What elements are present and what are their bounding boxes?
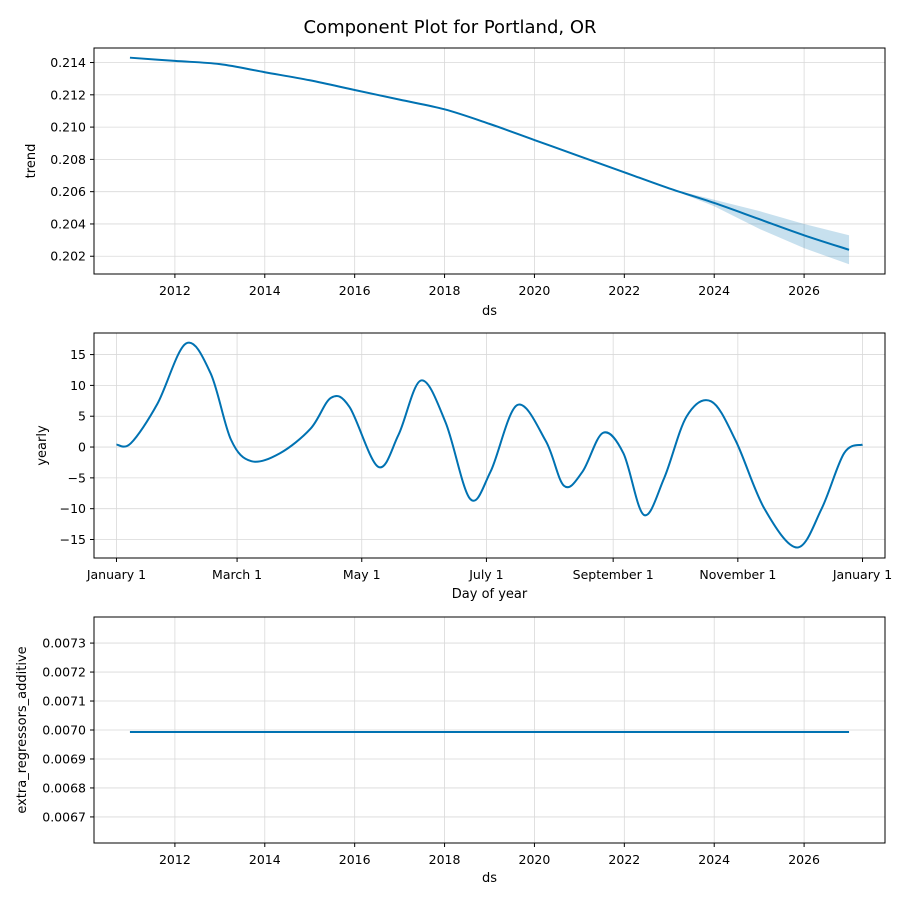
extra-regressors-x-tick-label: 2012 <box>159 852 191 867</box>
trend-x-tick-label: 2018 <box>429 283 461 298</box>
extra-regressors-x-tick-label: 2026 <box>788 852 820 867</box>
trend-axes-frame <box>93 47 886 275</box>
yearly-x-tick-label: July 1 <box>468 567 503 582</box>
trend-x-tick-label: 2012 <box>159 283 191 298</box>
chart-panels: 2012 2014 2016 2018 2020 2022 2024 2026 0.202 0.2… <box>15 47 892 886</box>
extra-regressors-panel: 2012 2014 2016 2018 2020 2022 2024 2026 0.0067 0.… <box>15 616 886 886</box>
yearly-y-tick-label: −15 <box>60 532 86 547</box>
yearly-series-line <box>116 341 863 549</box>
extra-regressors-y-tick-label: 0.0071 <box>42 694 86 709</box>
trend-x-tick-label: 2026 <box>788 283 820 298</box>
extra-regressors-x-tick-label: 2016 <box>339 852 371 867</box>
yearly-y-tick-label: 0 <box>78 440 86 455</box>
trend-y-tick-label: 0.214 <box>50 55 86 70</box>
trend-x-tick-label: 2016 <box>339 283 371 298</box>
extra-regressors-x-tick-label: 2018 <box>429 852 461 867</box>
yearly-x-tick-label: January 1 <box>86 567 146 582</box>
yearly-y-tick-label: −10 <box>60 501 86 516</box>
yearly-x-tick-label: September 1 <box>573 567 654 582</box>
extra-regressors-y-tick-label: 0.0068 <box>42 780 86 795</box>
yearly-axes-frame <box>93 332 886 559</box>
extra-regressors-y-axis-label: extra_regressors_additive <box>15 646 30 813</box>
yearly-y-tick-label: 5 <box>78 409 86 424</box>
extra-regressors-y-tick-label: 0.0072 <box>42 665 86 680</box>
extra-regressors-x-axis-label: ds <box>482 871 497 886</box>
extra-regressors-x-tick-label: 2024 <box>698 852 730 867</box>
trend-y-tick-label: 0.210 <box>50 120 86 135</box>
yearly-x-tick-label: May 1 <box>343 567 381 582</box>
extra-regressors-y-tick-label: 0.0067 <box>42 809 86 824</box>
trend-y-tick-label: 0.204 <box>50 216 86 231</box>
extra-regressors-x-tick-label: 2022 <box>608 852 640 867</box>
yearly-x-tick-label: November 1 <box>699 567 776 582</box>
trend-x-axis-label: ds <box>482 304 497 319</box>
trend-y-tick-label: 0.208 <box>50 152 86 167</box>
yearly-y-tick-label: −5 <box>68 470 86 485</box>
extra-regressors-y-tick-label: 0.0069 <box>42 751 86 766</box>
extra-regressors-y-tick-label: 0.0073 <box>42 636 86 651</box>
trend-x-tick-label: 2024 <box>698 283 730 298</box>
trend-x-tick-label: 2014 <box>249 283 281 298</box>
trend-uncertainty-band <box>129 57 850 265</box>
yearly-x-tick-label: January 1 <box>832 567 892 582</box>
extra-regressors-x-tick-label: 2020 <box>519 852 551 867</box>
figure-title: Component Plot for Portland, OR <box>303 17 596 38</box>
yearly-x-axis-label: Day of year <box>452 587 528 602</box>
yearly-x-tick-label: March 1 <box>212 567 262 582</box>
yearly-y-tick-label: 15 <box>70 347 86 362</box>
extra-regressors-y-tick-label: 0.0070 <box>42 723 86 738</box>
trend-x-tick-label: 2022 <box>608 283 640 298</box>
trend-y-tick-label: 0.202 <box>50 249 86 264</box>
yearly-y-tick-label: 10 <box>70 378 86 393</box>
yearly-y-axis-label: yearly <box>35 425 50 466</box>
trend-series-line <box>129 56 850 251</box>
extra-regressors-x-tick-label: 2014 <box>249 852 281 867</box>
trend-y-tick-label: 0.212 <box>50 87 86 102</box>
trend-panel: 2012 2014 2016 2018 2020 2022 2024 2026 0.202 0.2… <box>24 47 886 319</box>
yearly-panel: January 1 March 1 May 1 July 1 September 1 No… <box>35 332 892 602</box>
trend-y-axis-label: trend <box>24 144 39 179</box>
trend-y-tick-label: 0.206 <box>50 184 86 199</box>
trend-x-tick-label: 2020 <box>519 283 551 298</box>
